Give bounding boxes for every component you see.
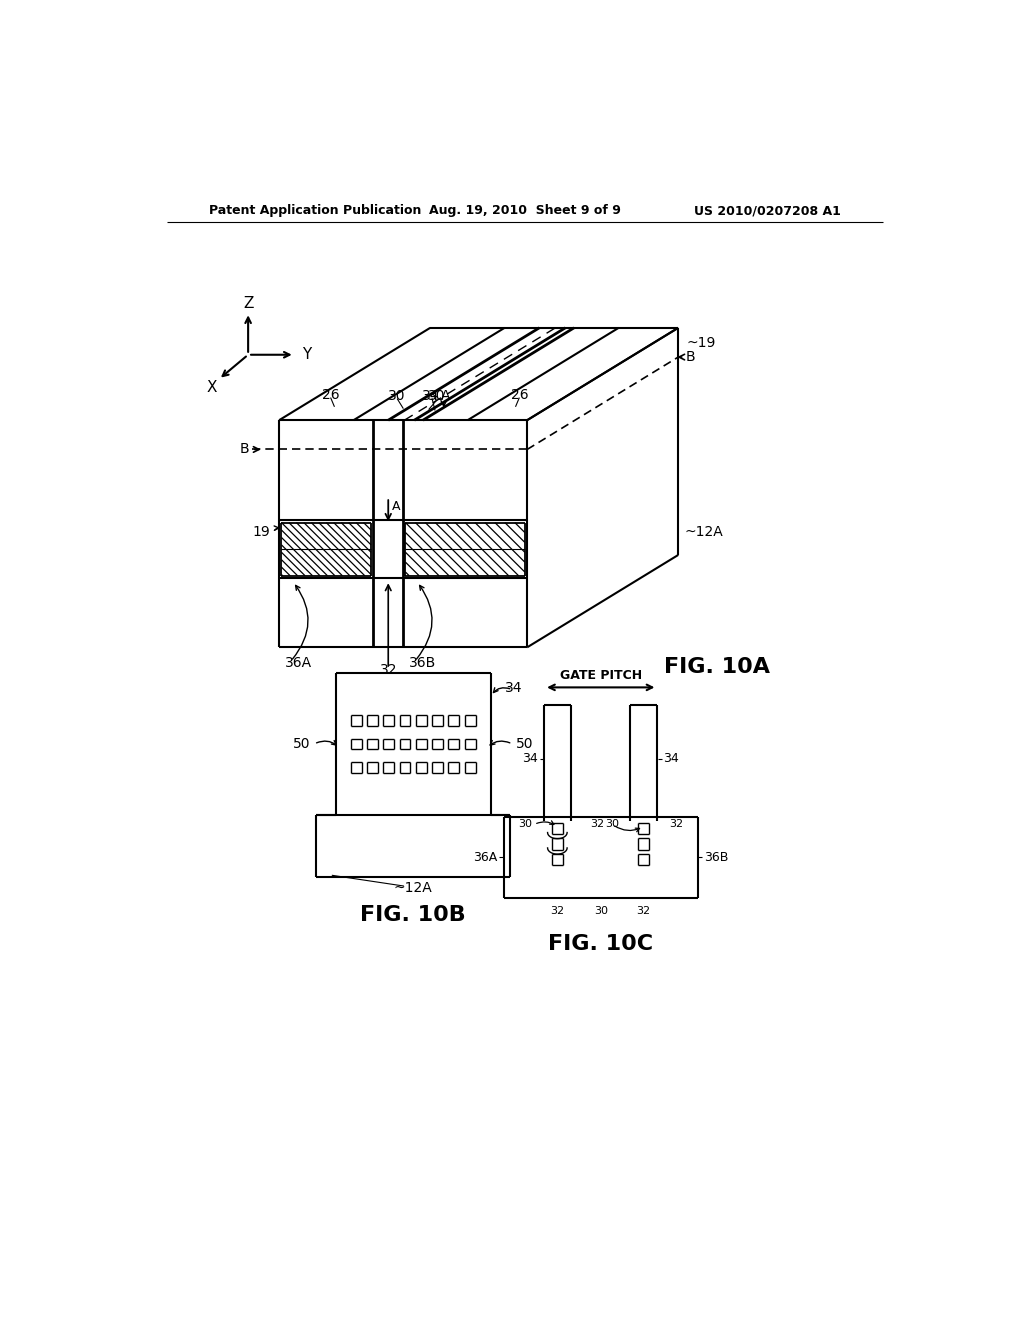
Text: X: X bbox=[207, 380, 217, 395]
Text: 36B: 36B bbox=[703, 850, 728, 863]
Text: 32: 32 bbox=[380, 664, 397, 677]
Text: A: A bbox=[440, 389, 450, 403]
Text: 26: 26 bbox=[511, 388, 528, 403]
Text: 34: 34 bbox=[664, 752, 679, 766]
Text: 32: 32 bbox=[590, 820, 604, 829]
Text: 30: 30 bbox=[605, 820, 620, 829]
Text: Y: Y bbox=[302, 347, 311, 362]
Text: 50: 50 bbox=[515, 737, 534, 751]
Text: 32: 32 bbox=[669, 820, 683, 829]
Text: Aug. 19, 2010  Sheet 9 of 9: Aug. 19, 2010 Sheet 9 of 9 bbox=[429, 205, 621, 218]
Text: ~12A: ~12A bbox=[684, 525, 723, 539]
Text: A: A bbox=[392, 500, 400, 513]
Text: 50: 50 bbox=[294, 737, 311, 751]
Text: 30: 30 bbox=[594, 907, 608, 916]
Text: 26: 26 bbox=[322, 388, 339, 403]
Text: Patent Application Publication: Patent Application Publication bbox=[209, 205, 422, 218]
Text: B: B bbox=[686, 350, 695, 364]
Text: 34: 34 bbox=[423, 389, 440, 403]
Text: 32: 32 bbox=[636, 907, 650, 916]
Text: 34: 34 bbox=[522, 752, 538, 766]
Text: FIG. 10C: FIG. 10C bbox=[548, 933, 653, 954]
Text: 30: 30 bbox=[428, 389, 445, 404]
Text: B: B bbox=[240, 442, 250, 457]
Text: 36A: 36A bbox=[473, 850, 498, 863]
Text: ~12A: ~12A bbox=[394, 882, 432, 895]
Text: FIG. 10B: FIG. 10B bbox=[360, 906, 466, 925]
Text: 19: 19 bbox=[252, 525, 270, 539]
Text: US 2010/0207208 A1: US 2010/0207208 A1 bbox=[694, 205, 841, 218]
Text: 30: 30 bbox=[388, 388, 406, 403]
Text: 36B: 36B bbox=[410, 656, 436, 669]
Text: 34: 34 bbox=[505, 681, 522, 696]
Text: 32: 32 bbox=[550, 907, 564, 916]
Text: Z: Z bbox=[243, 296, 253, 310]
Text: FIG. 10A: FIG. 10A bbox=[664, 656, 770, 677]
Text: 30: 30 bbox=[518, 820, 532, 829]
Text: 36A: 36A bbox=[286, 656, 312, 669]
Text: ~19: ~19 bbox=[686, 337, 716, 350]
Text: GATE PITCH: GATE PITCH bbox=[560, 669, 642, 682]
